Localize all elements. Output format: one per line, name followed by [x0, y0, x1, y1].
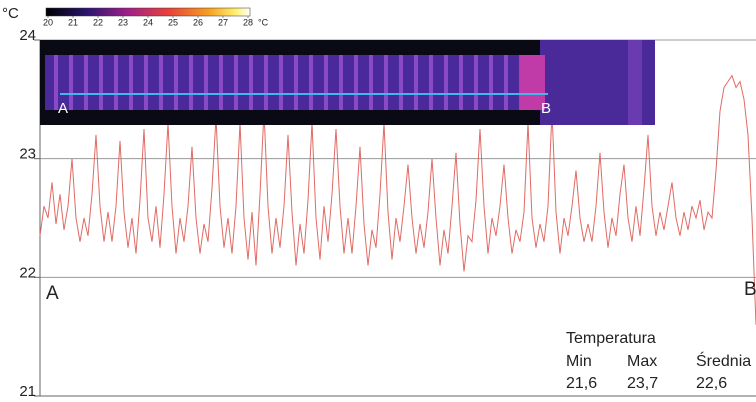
stats-value: 21,6 [566, 375, 597, 392]
image-label-a: A [58, 100, 68, 117]
start-label: A [46, 283, 59, 304]
colorbar-tick-label: 27 [218, 17, 228, 27]
y-tick-label: 24 [19, 27, 36, 44]
stats-value: 23,7 [627, 375, 658, 392]
colorbar-tick-label: 20 [43, 17, 53, 27]
colorbar-tick-label: 24 [143, 17, 153, 27]
y-tick-label: 22 [19, 264, 36, 281]
end-label: B [744, 279, 756, 300]
colorbar-tick-label: 23 [118, 17, 128, 27]
stats-title: Temperatura [566, 330, 656, 347]
colorbar-unit: °C [258, 17, 269, 27]
colorbar: 20 21 22 23 24 25 26 27 28 °C [43, 8, 269, 27]
image-edge [628, 40, 642, 125]
stats-header: Średnia [696, 351, 751, 370]
stats-header: Min [566, 353, 592, 370]
colorbar-tick-label: 22 [93, 17, 103, 27]
colorbar-tick-label: 25 [168, 17, 178, 27]
y-tick-label: 23 [19, 146, 36, 163]
stats-header: Max [627, 353, 657, 370]
image-label-b: B [541, 100, 551, 117]
stats-value: 22,6 [696, 375, 727, 392]
thermal-image: A B [40, 40, 655, 125]
colorbar-tick-label: 21 [68, 17, 78, 27]
stats: Temperatura Min Max Średnia 21,6 23,7 22… [566, 330, 751, 392]
colorbar-tick-label: 28 [243, 17, 253, 27]
y-unit: °C [2, 5, 19, 22]
colorbar-gradient [46, 8, 250, 16]
image-pipe [45, 55, 540, 110]
colorbar-tick-label: 26 [193, 17, 203, 27]
chart: °C 20 21 22 23 24 25 26 27 28 °C 21 22 23 24 A B A B… [0, 0, 756, 402]
y-tick-label: 21 [19, 383, 36, 400]
